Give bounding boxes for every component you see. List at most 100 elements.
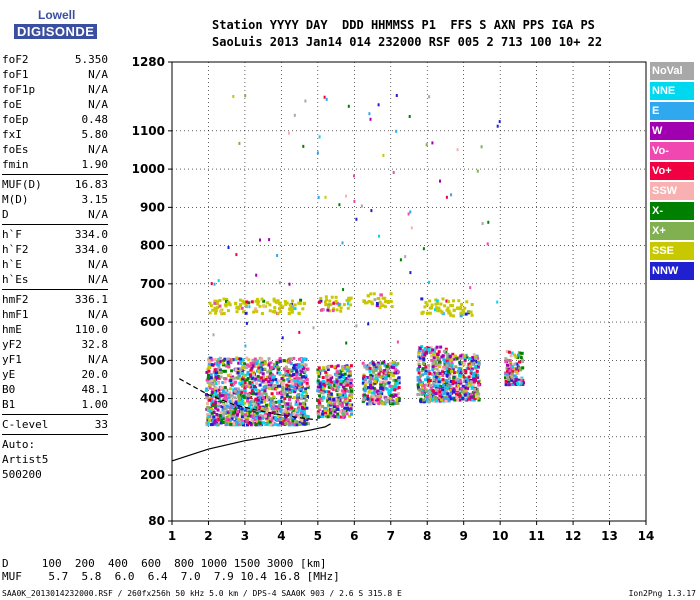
echo-point <box>329 411 332 415</box>
echo-point <box>332 380 336 384</box>
echo-point <box>285 418 289 422</box>
echo-point <box>297 415 301 419</box>
echo-point <box>304 389 307 393</box>
echo-point <box>425 346 429 350</box>
echo-point <box>349 407 353 411</box>
sse-point <box>390 305 394 309</box>
echo-point <box>331 408 335 411</box>
echo-point <box>394 393 398 397</box>
param-row: M(D) 3.15 <box>2 192 108 207</box>
echo-point <box>370 398 374 402</box>
echo-point <box>506 375 509 379</box>
echo-point <box>507 367 511 371</box>
echo-point <box>438 360 442 364</box>
echo-point <box>463 354 467 358</box>
echo-point <box>420 390 424 394</box>
echo-point <box>336 412 340 416</box>
echo-point <box>343 406 347 410</box>
echo-point <box>431 361 435 365</box>
param-value: 110.0 <box>74 323 108 336</box>
echo-point <box>246 399 249 403</box>
sse-point <box>443 304 447 308</box>
echo-point <box>337 385 341 389</box>
echo-point <box>288 398 291 402</box>
echo-point <box>422 349 426 353</box>
echo-point <box>465 394 469 397</box>
echo-point <box>418 348 422 352</box>
echo-point <box>393 384 397 388</box>
echo-point <box>434 375 438 379</box>
echo-point <box>350 384 354 387</box>
echo-point <box>216 371 220 375</box>
param-value: 48.1 <box>81 383 109 396</box>
echo-point <box>450 384 454 388</box>
param-name: C-level <box>2 418 49 431</box>
sse-point <box>346 306 350 310</box>
echo-point <box>347 407 351 411</box>
echo-point <box>421 381 424 385</box>
echo-point <box>306 367 310 371</box>
echo-point <box>467 385 470 389</box>
sse-point <box>256 297 260 301</box>
echo-point <box>302 367 305 371</box>
echo-point <box>461 370 465 374</box>
echo-point <box>426 373 430 376</box>
echo-point <box>225 404 229 408</box>
x-tick-label: 12 <box>565 529 582 543</box>
param-value: 1.00 <box>81 398 109 411</box>
echo-point <box>507 378 511 382</box>
echo-point <box>336 396 340 400</box>
echo-point <box>252 406 256 410</box>
echo-point <box>284 403 288 406</box>
sse-point <box>302 302 306 306</box>
echo-point <box>321 415 325 419</box>
sparse-point <box>408 115 411 118</box>
echo-point <box>450 360 454 364</box>
echo-point <box>255 411 259 415</box>
echo-point <box>253 418 257 421</box>
echo-point <box>250 381 254 385</box>
echo-point <box>248 412 251 416</box>
echo-point <box>448 384 452 388</box>
echo-point <box>516 356 520 359</box>
param-value: 5.350 <box>74 53 108 66</box>
echo-point <box>440 355 444 359</box>
sparse-point <box>244 94 247 98</box>
sse-point <box>381 304 385 308</box>
sse-point <box>283 300 287 303</box>
echo-point <box>253 364 257 368</box>
echo-point <box>271 421 275 425</box>
echo-point <box>330 415 334 419</box>
echo-point <box>421 362 425 366</box>
echo-point <box>454 380 458 384</box>
echo-point <box>338 375 342 379</box>
echo-point <box>504 376 507 380</box>
echo-point <box>454 354 457 358</box>
echo-point <box>235 392 239 396</box>
echo-point <box>504 357 508 361</box>
sse-point <box>332 301 336 305</box>
echo-point <box>518 366 522 370</box>
echo-point <box>350 395 354 399</box>
sparse-point <box>281 336 284 340</box>
echo-point <box>251 392 255 396</box>
sse-point <box>290 310 294 314</box>
echo-point <box>445 353 449 357</box>
echo-point <box>303 357 307 361</box>
echo-point <box>417 351 421 355</box>
echo-point <box>476 375 480 379</box>
echo-point <box>345 368 349 372</box>
echo-point <box>442 397 445 401</box>
sse-point <box>324 295 328 299</box>
sparse-point <box>345 341 348 345</box>
echo-point <box>325 381 329 385</box>
sparse-point <box>456 148 459 152</box>
echo-point <box>379 390 383 394</box>
plot-frame <box>171 61 647 522</box>
file-info: SAA0K_2013014232000.RSF / 260fx256h 50 k… <box>2 589 402 598</box>
echo-point <box>228 391 232 395</box>
echo-point <box>469 383 473 387</box>
echo-point <box>265 408 269 412</box>
echo-point <box>216 408 220 412</box>
echo-point <box>300 378 304 382</box>
